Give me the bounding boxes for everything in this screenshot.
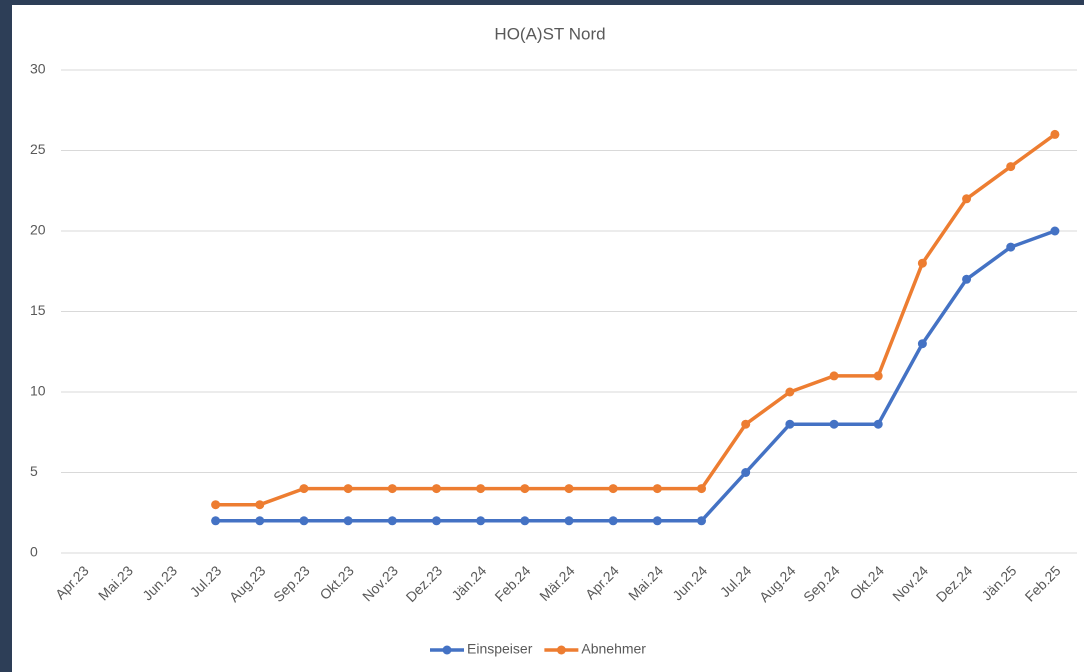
point [299,484,309,494]
y-tick-label: 20 [30,222,46,238]
legend-label: Abnehmer [581,641,646,657]
point [1050,226,1060,236]
point [1050,129,1060,139]
point [255,516,265,526]
point [431,516,441,526]
y-tick-label: 25 [30,141,46,157]
chart-area [12,5,1084,672]
point [255,500,265,510]
point [829,371,839,381]
point [608,516,618,526]
series-line [215,132,1056,507]
point [1006,242,1016,252]
point [785,419,795,429]
point [343,484,353,494]
legend-swatch-marker [442,645,452,655]
series-line [215,229,1056,523]
point [785,387,795,397]
point [564,484,574,494]
point [387,484,397,494]
point [211,500,221,510]
point [652,516,662,526]
point [299,516,309,526]
point [211,516,221,526]
point [520,484,530,494]
point [697,516,707,526]
y-tick-label: 30 [30,61,46,77]
point [917,258,927,268]
y-tick-label: 0 [30,544,38,560]
point [343,516,353,526]
point [387,516,397,526]
point [917,339,927,349]
point [476,484,486,494]
point [873,419,883,429]
point [741,419,751,429]
point [962,274,972,284]
point [697,484,707,494]
point [741,468,751,477]
point [608,484,618,494]
point [476,516,486,526]
y-tick-label: 15 [30,302,46,318]
point [829,419,839,429]
point [431,484,441,494]
y-tick-label: 10 [30,383,46,399]
legend-swatch-marker [556,645,566,655]
point [564,516,574,526]
point [962,194,972,204]
point [520,516,530,526]
point [652,484,662,494]
point [1006,162,1016,172]
y-tick-label: 5 [30,463,38,479]
point [873,371,883,381]
chart-title: HO(A)ST Nord [494,24,605,43]
legend-label: Einspeiser [467,641,533,657]
